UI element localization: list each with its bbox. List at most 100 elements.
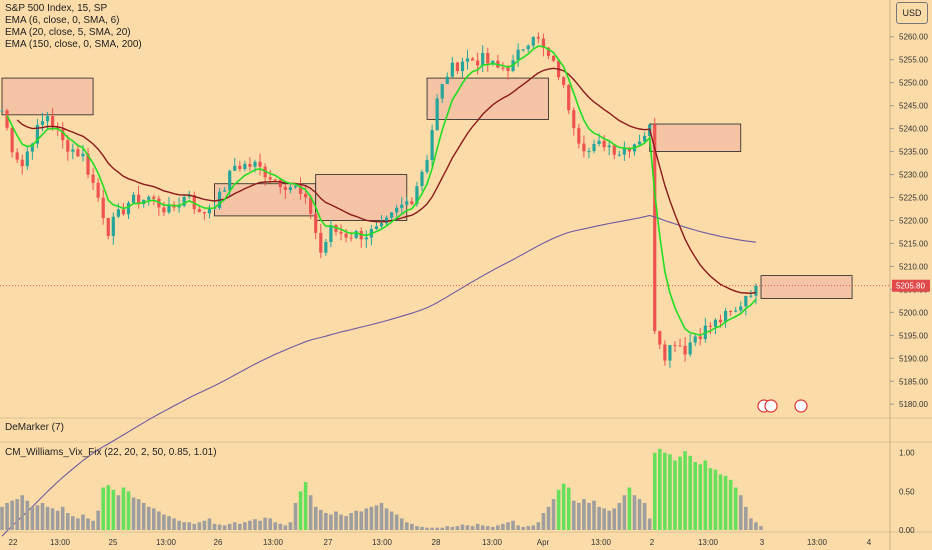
vix-bar	[521, 526, 525, 530]
vix-bar	[698, 464, 703, 530]
candle-body	[531, 36, 535, 46]
vix-bar	[445, 526, 450, 530]
vix-bar	[410, 523, 414, 530]
candle-body	[278, 179, 282, 188]
vix-bar	[283, 525, 288, 530]
candle-body	[131, 194, 136, 203]
legend-ema-mid[interactable]: EMA (20, close, 5, SMA, 20)	[5, 27, 131, 38]
vix-bar	[369, 506, 374, 530]
x-tick-label: 3	[760, 538, 765, 547]
candle-body	[577, 128, 581, 144]
candle-body	[187, 195, 191, 197]
vix-bar	[313, 506, 318, 530]
candle-body	[182, 196, 186, 206]
candle-body	[390, 212, 394, 218]
legend-symbol[interactable]: S&P 500 Index, 15, SP	[5, 3, 108, 14]
candle-body	[40, 121, 45, 125]
vix-bar	[718, 474, 723, 530]
currency-button[interactable]: USD	[896, 2, 928, 24]
vix-bar	[394, 514, 399, 530]
candle-body	[96, 182, 100, 198]
vix-bar	[496, 525, 500, 530]
candle-body	[339, 231, 343, 234]
vix-bar	[232, 522, 237, 530]
candle-body	[536, 36, 540, 39]
candle-body	[288, 187, 293, 190]
vix-label[interactable]: CM_Williams_Vix_Fix (22, 20, 2, 50, 0.85…	[5, 447, 217, 458]
vix-bar	[212, 523, 217, 530]
vix-bar	[207, 518, 212, 530]
vix-bar	[632, 495, 637, 530]
vix-tick-label: 1.00	[899, 449, 915, 458]
vix-bar	[612, 508, 617, 530]
candle-body	[20, 159, 24, 167]
vix-bar	[627, 487, 632, 530]
vix-bar	[248, 520, 252, 530]
candle-body	[233, 165, 237, 171]
candle-body	[587, 151, 591, 153]
legend-ema-fast[interactable]: EMA (6, close, 0, SMA, 6)	[5, 15, 120, 26]
y-tick-label: 5255.00	[899, 56, 928, 65]
vix-bar	[582, 499, 586, 530]
vix-bar	[197, 522, 202, 530]
candle-body	[304, 193, 308, 198]
legend: S&P 500 Index, 15, SP EMA (6, close, 0, …	[5, 3, 142, 51]
vix-bar	[40, 502, 45, 530]
x-tick-label: 13:00	[156, 538, 177, 547]
legend-ema-slow[interactable]: EMA (150, close, 0, SMA, 200)	[5, 39, 142, 50]
x-tick-label: 27	[324, 538, 333, 547]
vix-tick-label: 0.50	[899, 487, 915, 496]
vix-bar	[308, 495, 313, 530]
candle-body	[683, 345, 687, 355]
candle-body	[410, 201, 414, 205]
y-tick-label: 5215.00	[899, 239, 928, 248]
vix-bar	[288, 522, 293, 530]
vix-bar	[96, 510, 100, 530]
x-tick-label: 13:00	[482, 538, 503, 547]
candle-body	[521, 49, 525, 51]
vix-bar	[460, 524, 465, 530]
y-tick-label: 5235.00	[899, 148, 928, 157]
supply-zone	[649, 123, 742, 152]
vix-bar	[152, 508, 156, 530]
vix-bar	[349, 513, 353, 530]
x-tick-label: 2	[650, 538, 655, 547]
ema-fast-line	[6, 45, 757, 337]
candle-body	[101, 197, 105, 219]
vix-bar	[703, 460, 708, 530]
vix-bar	[683, 451, 687, 530]
vix-bar	[759, 526, 763, 530]
vix-bar	[182, 522, 186, 530]
candle-body	[562, 77, 566, 86]
vix-bar	[157, 511, 161, 530]
vix-bar	[344, 516, 348, 530]
candle-body	[516, 49, 520, 61]
candle-body	[121, 209, 126, 215]
vix-bar	[668, 454, 672, 530]
vix-bar	[637, 499, 642, 530]
vix-bar	[354, 510, 358, 530]
vix-bar	[273, 522, 278, 530]
candle-body	[754, 285, 758, 296]
candle-body	[258, 161, 262, 167]
candle-body	[551, 55, 556, 61]
vix-bar	[101, 487, 105, 530]
vix-bar	[617, 502, 622, 530]
x-tick-label: 13:00	[372, 538, 393, 547]
vix-bar	[227, 523, 232, 530]
vix-bar	[10, 500, 14, 530]
vix-bar	[531, 525, 536, 530]
candle-body	[30, 143, 34, 152]
vix-bar	[405, 522, 409, 530]
candle-body	[420, 171, 424, 187]
candle-body	[91, 174, 95, 183]
vix-bar	[364, 508, 369, 530]
candle-body	[653, 124, 657, 332]
ema-mid-line	[16, 67, 757, 295]
demarker-label[interactable]: DeMarker (7)	[5, 422, 64, 433]
candle-body	[622, 148, 626, 155]
vix-bar	[30, 506, 35, 530]
x-tick-label: 13:00	[50, 538, 71, 547]
